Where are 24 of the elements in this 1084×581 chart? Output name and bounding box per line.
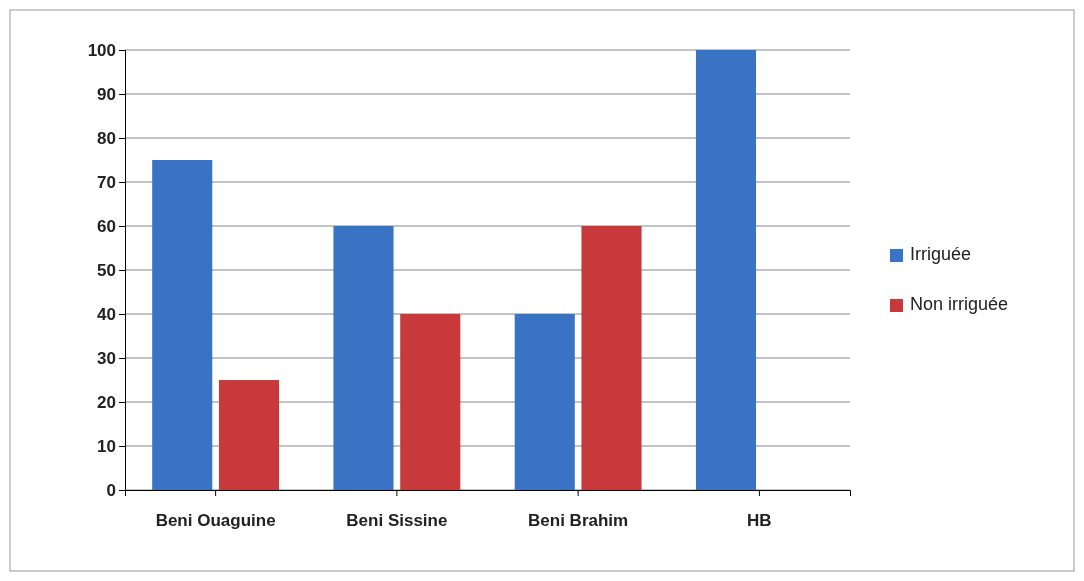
- bar: [581, 226, 642, 490]
- x-tick-label: Beni Sissine: [346, 511, 448, 531]
- y-tick-label: 40: [97, 304, 116, 324]
- y-tick-label: 30: [97, 348, 116, 368]
- bar: [218, 380, 280, 490]
- y-tick-label: 70: [97, 172, 116, 192]
- bar: [514, 314, 575, 490]
- y-tick-label: 10: [97, 436, 116, 456]
- x-tick-label: Beni Brahim: [528, 511, 629, 531]
- y-tick-label: 80: [97, 128, 116, 148]
- y-tick-label: 100: [87, 40, 116, 60]
- x-tick-label: HB: [747, 511, 772, 531]
- y-tick-label: 0: [106, 480, 116, 500]
- legend-label: Non irriguée: [910, 294, 1009, 314]
- y-tick-label: 20: [97, 392, 116, 412]
- bar: [333, 226, 394, 490]
- x-tick-label: Beni Ouaguine: [155, 511, 276, 531]
- y-tick-label: 90: [97, 84, 116, 104]
- y-tick-label: 60: [97, 216, 116, 236]
- y-tick-label: 50: [97, 260, 116, 280]
- bar: [400, 314, 461, 490]
- legend-label: Irriguée: [910, 244, 972, 264]
- bar: [695, 50, 757, 490]
- bar: [152, 160, 213, 490]
